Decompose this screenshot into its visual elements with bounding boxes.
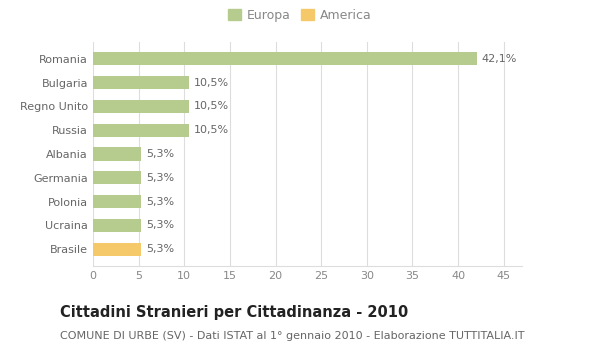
Bar xyxy=(93,100,189,113)
Text: Cittadini Stranieri per Cittadinanza - 2010: Cittadini Stranieri per Cittadinanza - 2… xyxy=(60,304,408,320)
Text: 5,3%: 5,3% xyxy=(146,197,174,206)
Text: 5,3%: 5,3% xyxy=(146,173,174,183)
Bar xyxy=(93,171,142,184)
Text: 10,5%: 10,5% xyxy=(193,78,229,88)
Bar xyxy=(93,76,189,89)
Bar xyxy=(93,243,142,256)
Bar xyxy=(93,124,189,137)
Text: COMUNE DI URBE (SV) - Dati ISTAT al 1° gennaio 2010 - Elaborazione TUTTITALIA.IT: COMUNE DI URBE (SV) - Dati ISTAT al 1° g… xyxy=(60,331,524,341)
Bar xyxy=(93,52,477,65)
Text: 42,1%: 42,1% xyxy=(482,54,517,64)
Text: 5,3%: 5,3% xyxy=(146,220,174,230)
Text: 10,5%: 10,5% xyxy=(193,102,229,111)
Text: 5,3%: 5,3% xyxy=(146,244,174,254)
Bar xyxy=(93,147,142,161)
Bar xyxy=(93,219,142,232)
Text: 5,3%: 5,3% xyxy=(146,149,174,159)
Bar xyxy=(93,195,142,208)
Text: 10,5%: 10,5% xyxy=(193,125,229,135)
Legend: Europa, America: Europa, America xyxy=(226,6,374,24)
